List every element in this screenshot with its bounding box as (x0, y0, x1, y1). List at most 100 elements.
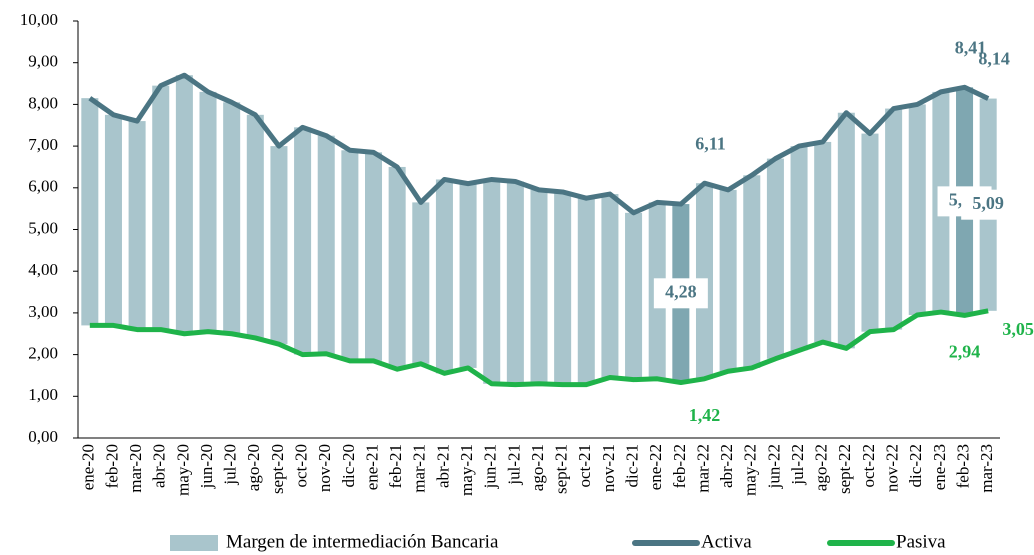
x-tick-label: jun-20 (197, 444, 216, 489)
bar (270, 146, 288, 345)
data-label: 3,05 (1002, 319, 1034, 339)
bar (861, 133, 879, 332)
bar (223, 102, 241, 334)
legend-label: Pasiva (896, 531, 946, 552)
y-tick-label: 3,00 (28, 302, 58, 321)
y-tick-label: 1,00 (28, 385, 58, 404)
x-tick-label: jul-20 (221, 444, 240, 486)
x-tick-label: sept-20 (268, 444, 287, 494)
bar (388, 166, 406, 370)
x-tick-label: mar-23 (977, 444, 996, 493)
bar (814, 141, 832, 343)
x-tick-label: mar-22 (693, 444, 712, 493)
bar (766, 158, 784, 359)
x-tick-label: jun-22 (764, 444, 783, 489)
legend-swatch (170, 535, 218, 551)
x-tick-label: ene-20 (79, 444, 98, 490)
x-tick-label: ago-20 (244, 444, 263, 491)
bar (128, 121, 146, 330)
x-tick-label: nov-20 (315, 444, 334, 492)
x-tick-label: may-21 (457, 444, 476, 496)
y-tick-label: 9,00 (28, 52, 58, 71)
bar (885, 108, 903, 330)
bar (790, 146, 808, 351)
bar (483, 179, 501, 384)
x-tick-label: mar-20 (126, 444, 145, 493)
x-tick-label: jun-21 (481, 444, 500, 489)
x-tick-label: oct-22 (859, 444, 878, 487)
bar (199, 91, 217, 332)
bar (294, 127, 312, 355)
bar (152, 85, 170, 330)
data-label: 8,41 (955, 37, 987, 57)
x-tick-label: sept-22 (835, 444, 854, 494)
x-tick-label: feb-22 (670, 444, 689, 488)
x-tick-label: abr-21 (433, 444, 452, 488)
bar (81, 98, 99, 326)
x-tick-label: jul-22 (788, 444, 807, 486)
bar (837, 112, 855, 349)
legend-label: Margen de intermediación Bancaria (226, 531, 499, 552)
x-tick-label: oct-21 (575, 444, 594, 487)
x-tick-label: dic-21 (622, 444, 641, 487)
x-tick-label: jul-21 (504, 444, 523, 486)
bar (625, 212, 643, 380)
pasiva-line (89, 308, 989, 388)
bar (412, 202, 430, 364)
x-tick-label: dic-22 (906, 444, 925, 487)
x-tick-label: dic-20 (339, 444, 358, 487)
bar (104, 114, 122, 326)
x-tick-label: feb-20 (102, 444, 121, 488)
x-tick-label: feb-21 (386, 444, 405, 488)
bar (719, 189, 737, 372)
x-tick-label: ago-22 (812, 444, 831, 491)
data-label: 8,14 (978, 49, 1010, 69)
x-tick-label: oct-20 (291, 444, 310, 487)
legend-label: Activa (701, 531, 752, 552)
x-tick-label: ago-21 (528, 444, 547, 491)
data-label: 2,94 (949, 342, 981, 362)
label-box (653, 278, 708, 309)
data-label: 1,42 (689, 405, 721, 425)
bar (577, 198, 595, 385)
y-tick-label: 2,00 (28, 344, 58, 363)
activa-line (88, 72, 990, 216)
x-tick-label: sept-21 (552, 444, 571, 494)
bar (506, 181, 524, 385)
bar (530, 189, 548, 384)
data-label: 5,09 (972, 193, 1004, 213)
bar (601, 194, 619, 378)
bar (743, 175, 761, 368)
y-tick-label: 7,00 (28, 135, 58, 154)
x-tick-label: nov-21 (599, 444, 618, 492)
label-box (961, 189, 1016, 220)
x-tick-label: abr-20 (150, 444, 169, 488)
x-tick-label: ene-21 (362, 444, 381, 490)
y-tick-label: 8,00 (28, 93, 58, 112)
x-tick-label: mar-21 (410, 444, 429, 493)
x-tick-label: ene-23 (930, 444, 949, 490)
bar (554, 191, 572, 385)
x-tick-label: feb-23 (953, 444, 972, 488)
data-label: 6,11 (695, 133, 726, 153)
bar (341, 150, 359, 361)
bar (246, 114, 264, 338)
bar (908, 104, 926, 315)
x-tick-label: nov-22 (883, 444, 902, 492)
y-tick-label: 6,00 (28, 177, 58, 196)
x-tick-label: ene-22 (646, 444, 665, 490)
y-tick-label: 5,00 (28, 218, 58, 237)
x-tick-label: may-22 (741, 444, 760, 496)
bar (435, 179, 453, 374)
x-tick-label: abr-22 (717, 444, 736, 488)
bar (175, 75, 193, 334)
bar (459, 183, 477, 368)
y-tick-label: 4,00 (28, 260, 58, 279)
y-tick-label: 0,00 (28, 427, 58, 446)
y-tick-label: 10,00 (20, 10, 58, 29)
bar (365, 152, 383, 361)
data-label: 4,28 (665, 281, 697, 301)
bar (317, 135, 335, 354)
x-tick-label: may-20 (173, 444, 192, 496)
